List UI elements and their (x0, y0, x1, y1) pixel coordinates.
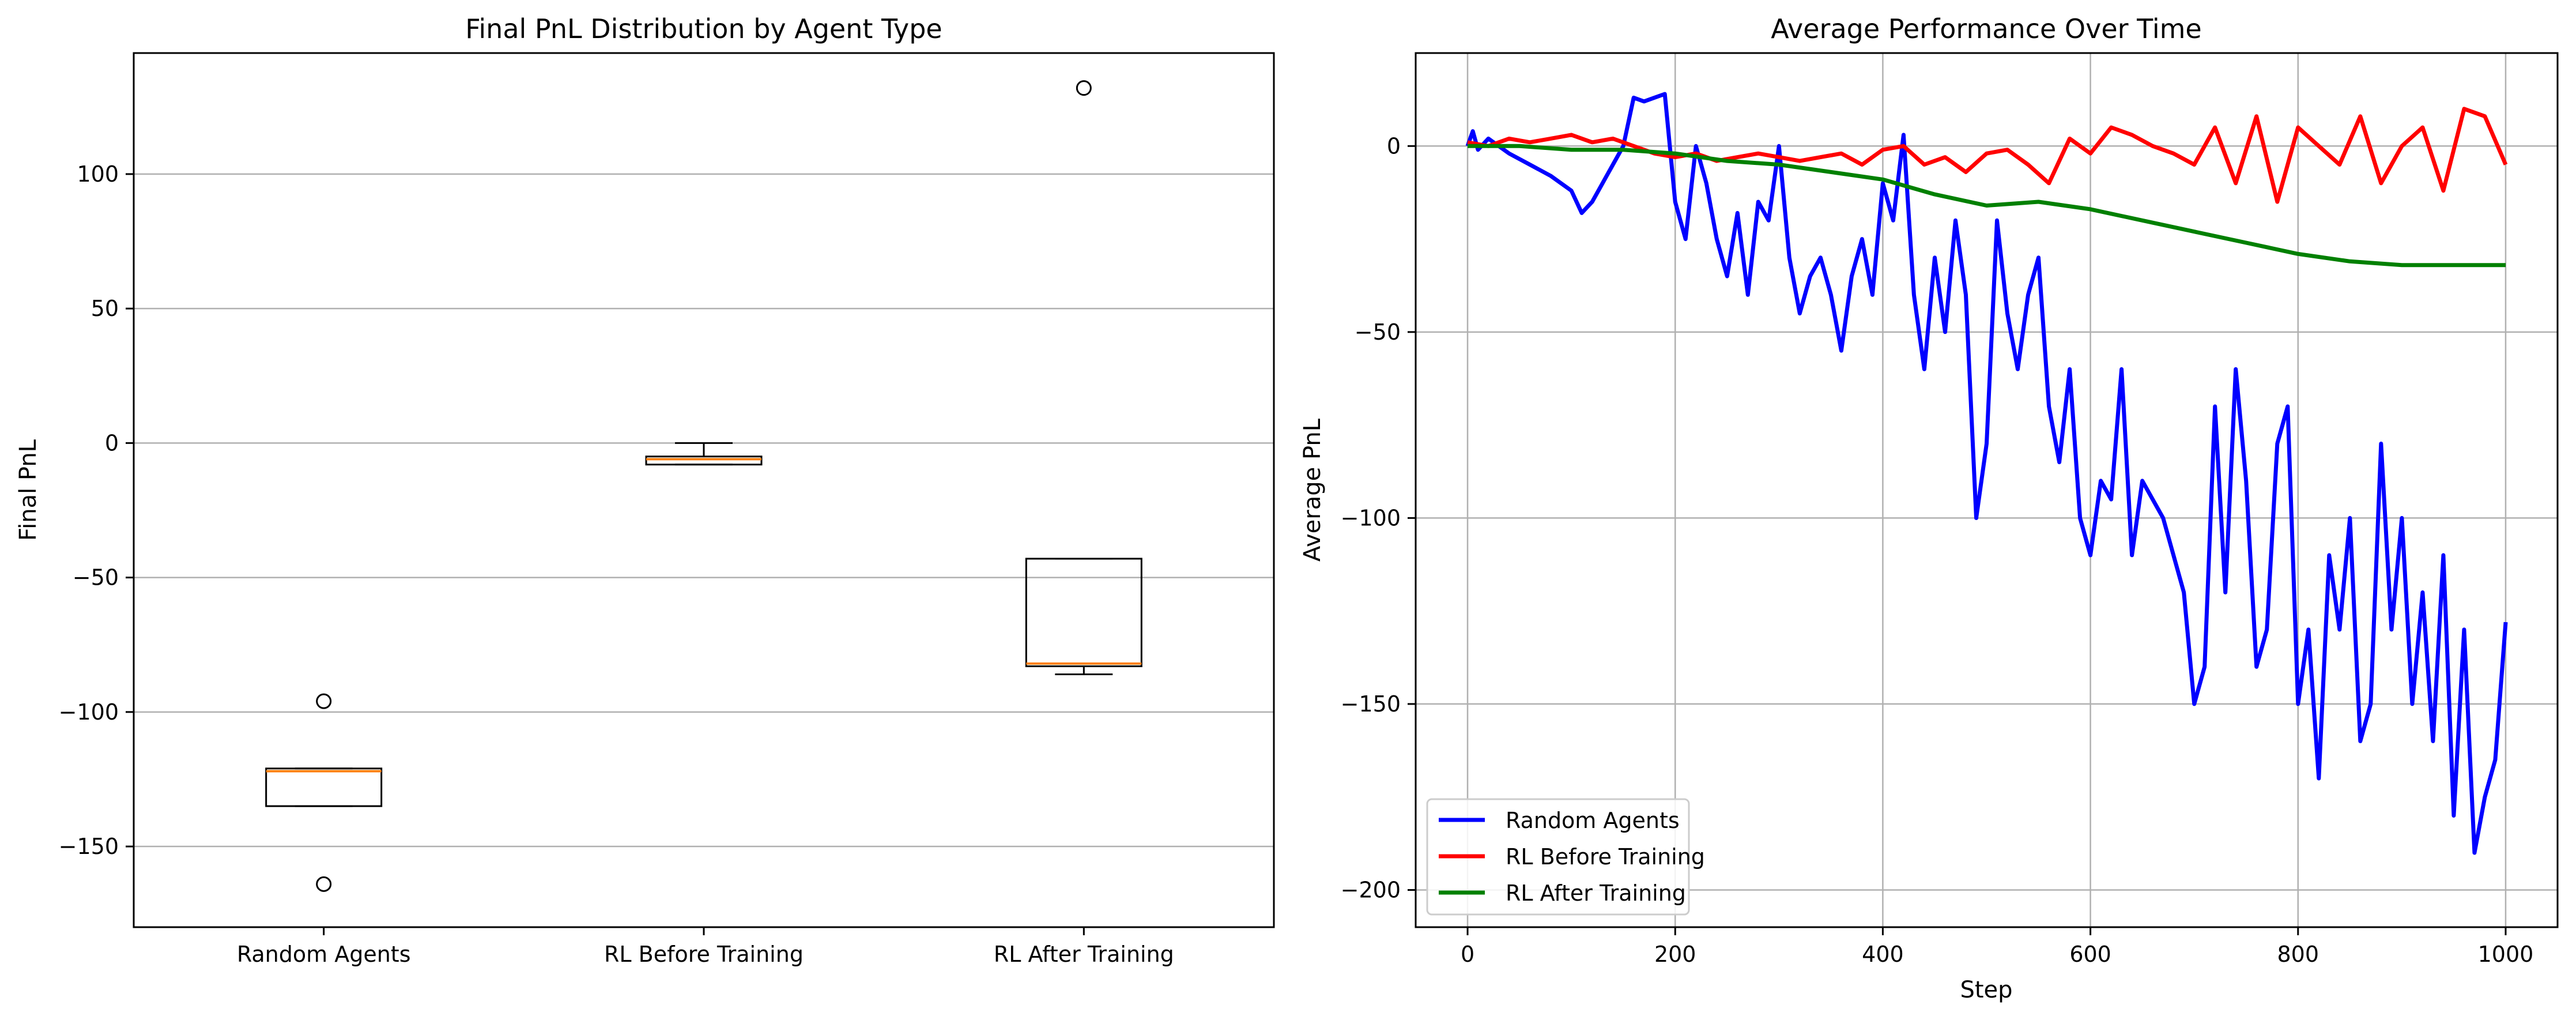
right-ytick-label-3: −50 (1355, 319, 1401, 345)
outlier-rl-after-training-0 (1076, 80, 1092, 96)
right-gridlines (1416, 53, 2558, 927)
left-chart-title: Final PnL Distribution by Agent Type (465, 13, 942, 44)
right-xtick-label-2: 400 (1862, 942, 1904, 967)
series-line-rl-after-training (1468, 144, 2506, 268)
legend-label-rl-after-training: RL After Training (1506, 880, 1686, 906)
right-y-axis-label: Average PnL (1299, 418, 1326, 562)
series-line-random-agents (1465, 92, 2508, 855)
outlier-random-agents-1 (316, 876, 332, 892)
right-x-axis-label: Step (1960, 977, 2012, 1003)
left-plot-frame (133, 52, 1275, 928)
left-ytick-label-3: 0 (105, 430, 119, 456)
left-ytick-label-1: −100 (59, 699, 119, 725)
left-boxes (265, 80, 1142, 892)
legend: Random Agents RL Before Training RL Afte… (1426, 798, 1705, 916)
series-line-rl-before-training (1467, 107, 2508, 204)
left-xtick-label-rl-before-training: RL Before Training (604, 942, 804, 967)
box-body-rl-after-training (1025, 558, 1142, 668)
right-ytick-label-1: −150 (1341, 691, 1401, 717)
box-rl-after-training (1025, 80, 1142, 676)
line-panel: −200 −150 −100 −50 0 0 200 400 600 800 1000 Avera… (1299, 13, 2559, 1003)
right-chart-title: Average Performance Over Time (1771, 13, 2201, 44)
right-plot-frame (1415, 52, 2559, 928)
right-y-ticks: −200 −150 −100 −50 0 (1341, 133, 1416, 902)
right-ytick-label-2: −100 (1341, 505, 1401, 530)
left-xtick-label-rl-after-training: RL After Training (994, 942, 1174, 967)
left-ytick-label-4: 50 (91, 296, 119, 321)
right-ytick-label-0: −200 (1341, 877, 1401, 902)
legend-box (1426, 798, 1690, 916)
left-ytick-label-2: −50 (73, 565, 119, 590)
legend-label-rl-before-training: RL Before Training (1506, 844, 1705, 870)
box-random-agents (265, 693, 383, 892)
left-gridlines (134, 173, 1274, 848)
right-xtick-label-0: 0 (1461, 942, 1474, 967)
left-ytick-label-5: 100 (77, 161, 119, 187)
right-xtick-label-3: 600 (2069, 942, 2111, 967)
left-y-ticks: −150 −100 −50 0 50 100 (59, 161, 134, 859)
outlier-random-agents-0 (316, 693, 332, 709)
right-xtick-label-5: 1000 (2478, 942, 2534, 967)
left-x-ticks: Random Agents RL Before Training RL After … (237, 927, 1174, 967)
left-y-axis-label: Final PnL (15, 439, 42, 541)
box-body-random-agents (265, 767, 383, 807)
right-ytick-label-4: 0 (1387, 133, 1401, 159)
box-rl-before-training (645, 442, 763, 466)
right-xtick-label-4: 800 (2277, 942, 2319, 967)
left-ytick-label-0: −150 (59, 834, 119, 859)
right-xtick-label-1: 200 (1654, 942, 1696, 967)
left-xtick-label-random-agents: Random Agents (237, 942, 411, 967)
right-x-ticks: 0 200 400 600 800 1000 (1461, 927, 2533, 967)
box-body-rl-before-training (645, 456, 763, 466)
boxplot-panel: −150 −100 −50 0 50 100 Random Agents RL Before… (15, 13, 1275, 967)
right-series-lines (1465, 92, 2508, 855)
legend-label-random-agents: Random Agents (1506, 808, 1680, 833)
